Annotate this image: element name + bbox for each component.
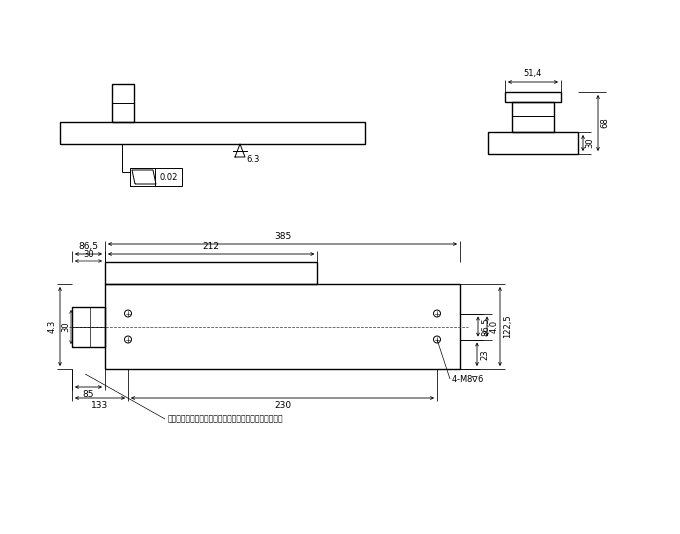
Text: 30: 30: [61, 321, 70, 332]
Text: 4-M8$\nabla$6: 4-M8$\nabla$6: [451, 374, 484, 384]
Text: 0.02: 0.02: [159, 172, 177, 182]
Text: 4.0: 4.0: [490, 320, 499, 333]
Text: 30: 30: [585, 138, 594, 148]
Text: 85: 85: [83, 390, 95, 399]
Text: 385: 385: [274, 232, 291, 241]
Text: 86,5: 86,5: [78, 242, 99, 251]
Text: 86,5: 86,5: [481, 317, 490, 336]
Text: 51,4: 51,4: [524, 69, 542, 78]
Text: 30: 30: [83, 250, 94, 259]
Text: 23: 23: [480, 349, 489, 359]
Text: 133: 133: [91, 401, 109, 410]
Text: 230: 230: [274, 401, 291, 410]
Text: 212: 212: [203, 242, 220, 251]
Text: 122,5: 122,5: [503, 315, 512, 339]
Text: 4.3: 4.3: [48, 320, 57, 333]
Text: 通电接头，尺寸按实际情况设计，要求小于等于图纸尺寸: 通电接头，尺寸按实际情况设计，要求小于等于图纸尺寸: [168, 414, 284, 423]
Text: 68: 68: [600, 117, 609, 128]
Text: 6.3: 6.3: [246, 155, 259, 164]
